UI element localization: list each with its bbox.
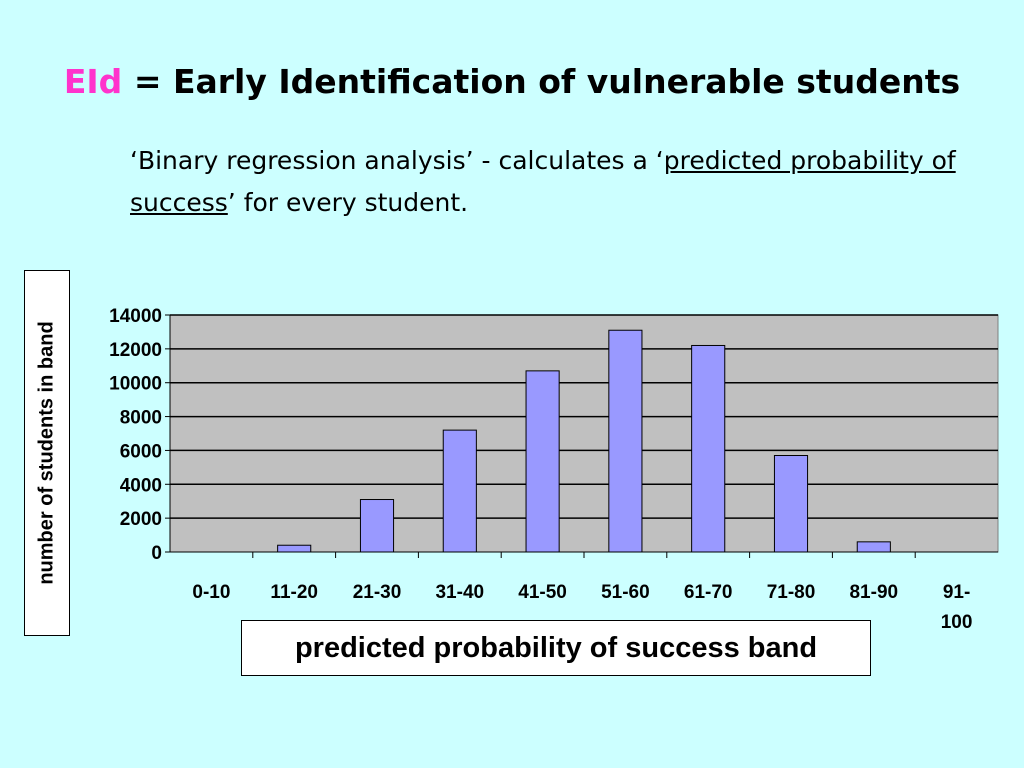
title-text: = Early Identification of vulnerable stu… [133, 62, 961, 101]
y-tick-label: 10000 [109, 374, 162, 395]
x-tick-label: 81-90 [849, 582, 898, 603]
x-tick-label: 31-40 [435, 582, 484, 603]
y-tick-label: 0 [151, 543, 162, 564]
y-tick-label: 12000 [109, 340, 162, 361]
subtitle-underlined-term: predicted probability of success [130, 146, 956, 217]
x-tick-label: 0-10 [192, 582, 230, 603]
bar [359, 499, 395, 553]
bar [277, 544, 312, 553]
x-axis-label-box: predicted probability of success band [241, 620, 871, 676]
x-tick-label: 61-70 [684, 582, 733, 603]
y-axis-label: number of students in band [35, 321, 58, 585]
subtitle-part-1: ‘Binary regression analysis’ - calculate… [130, 146, 664, 175]
bar [691, 344, 726, 553]
y-axis-label-box: number of students in band [24, 270, 70, 636]
x-tick-label: 21-30 [353, 582, 402, 603]
x-tick-label: 11-20 [270, 582, 318, 603]
subtitle-part-2: ’ for every student. [227, 188, 469, 217]
bar [525, 370, 560, 553]
bar [442, 429, 477, 553]
x-axis-label: predicted probability of success band [294, 631, 818, 664]
x-tick-label: 71-80 [767, 582, 816, 603]
bar [608, 329, 643, 553]
bar [773, 455, 809, 553]
slide-title: EId = Early Identification of vulnerable… [0, 62, 1024, 101]
x-tick-label: 91-100 [941, 582, 973, 633]
x-tick-label: 51-60 [601, 582, 650, 603]
y-tick-label: 6000 [120, 441, 162, 462]
title-abbreviation: EId [63, 62, 123, 101]
slide-subtitle: ‘Binary regression analysis’ - calculate… [130, 140, 970, 224]
y-tick-label: 4000 [120, 475, 162, 496]
plot-area [169, 314, 999, 553]
y-tick-label: 8000 [120, 408, 162, 429]
x-tick-label: 41-50 [518, 582, 567, 603]
bar [856, 541, 891, 553]
y-tick-label: 2000 [120, 509, 162, 530]
y-tick-label: 14000 [109, 306, 162, 327]
